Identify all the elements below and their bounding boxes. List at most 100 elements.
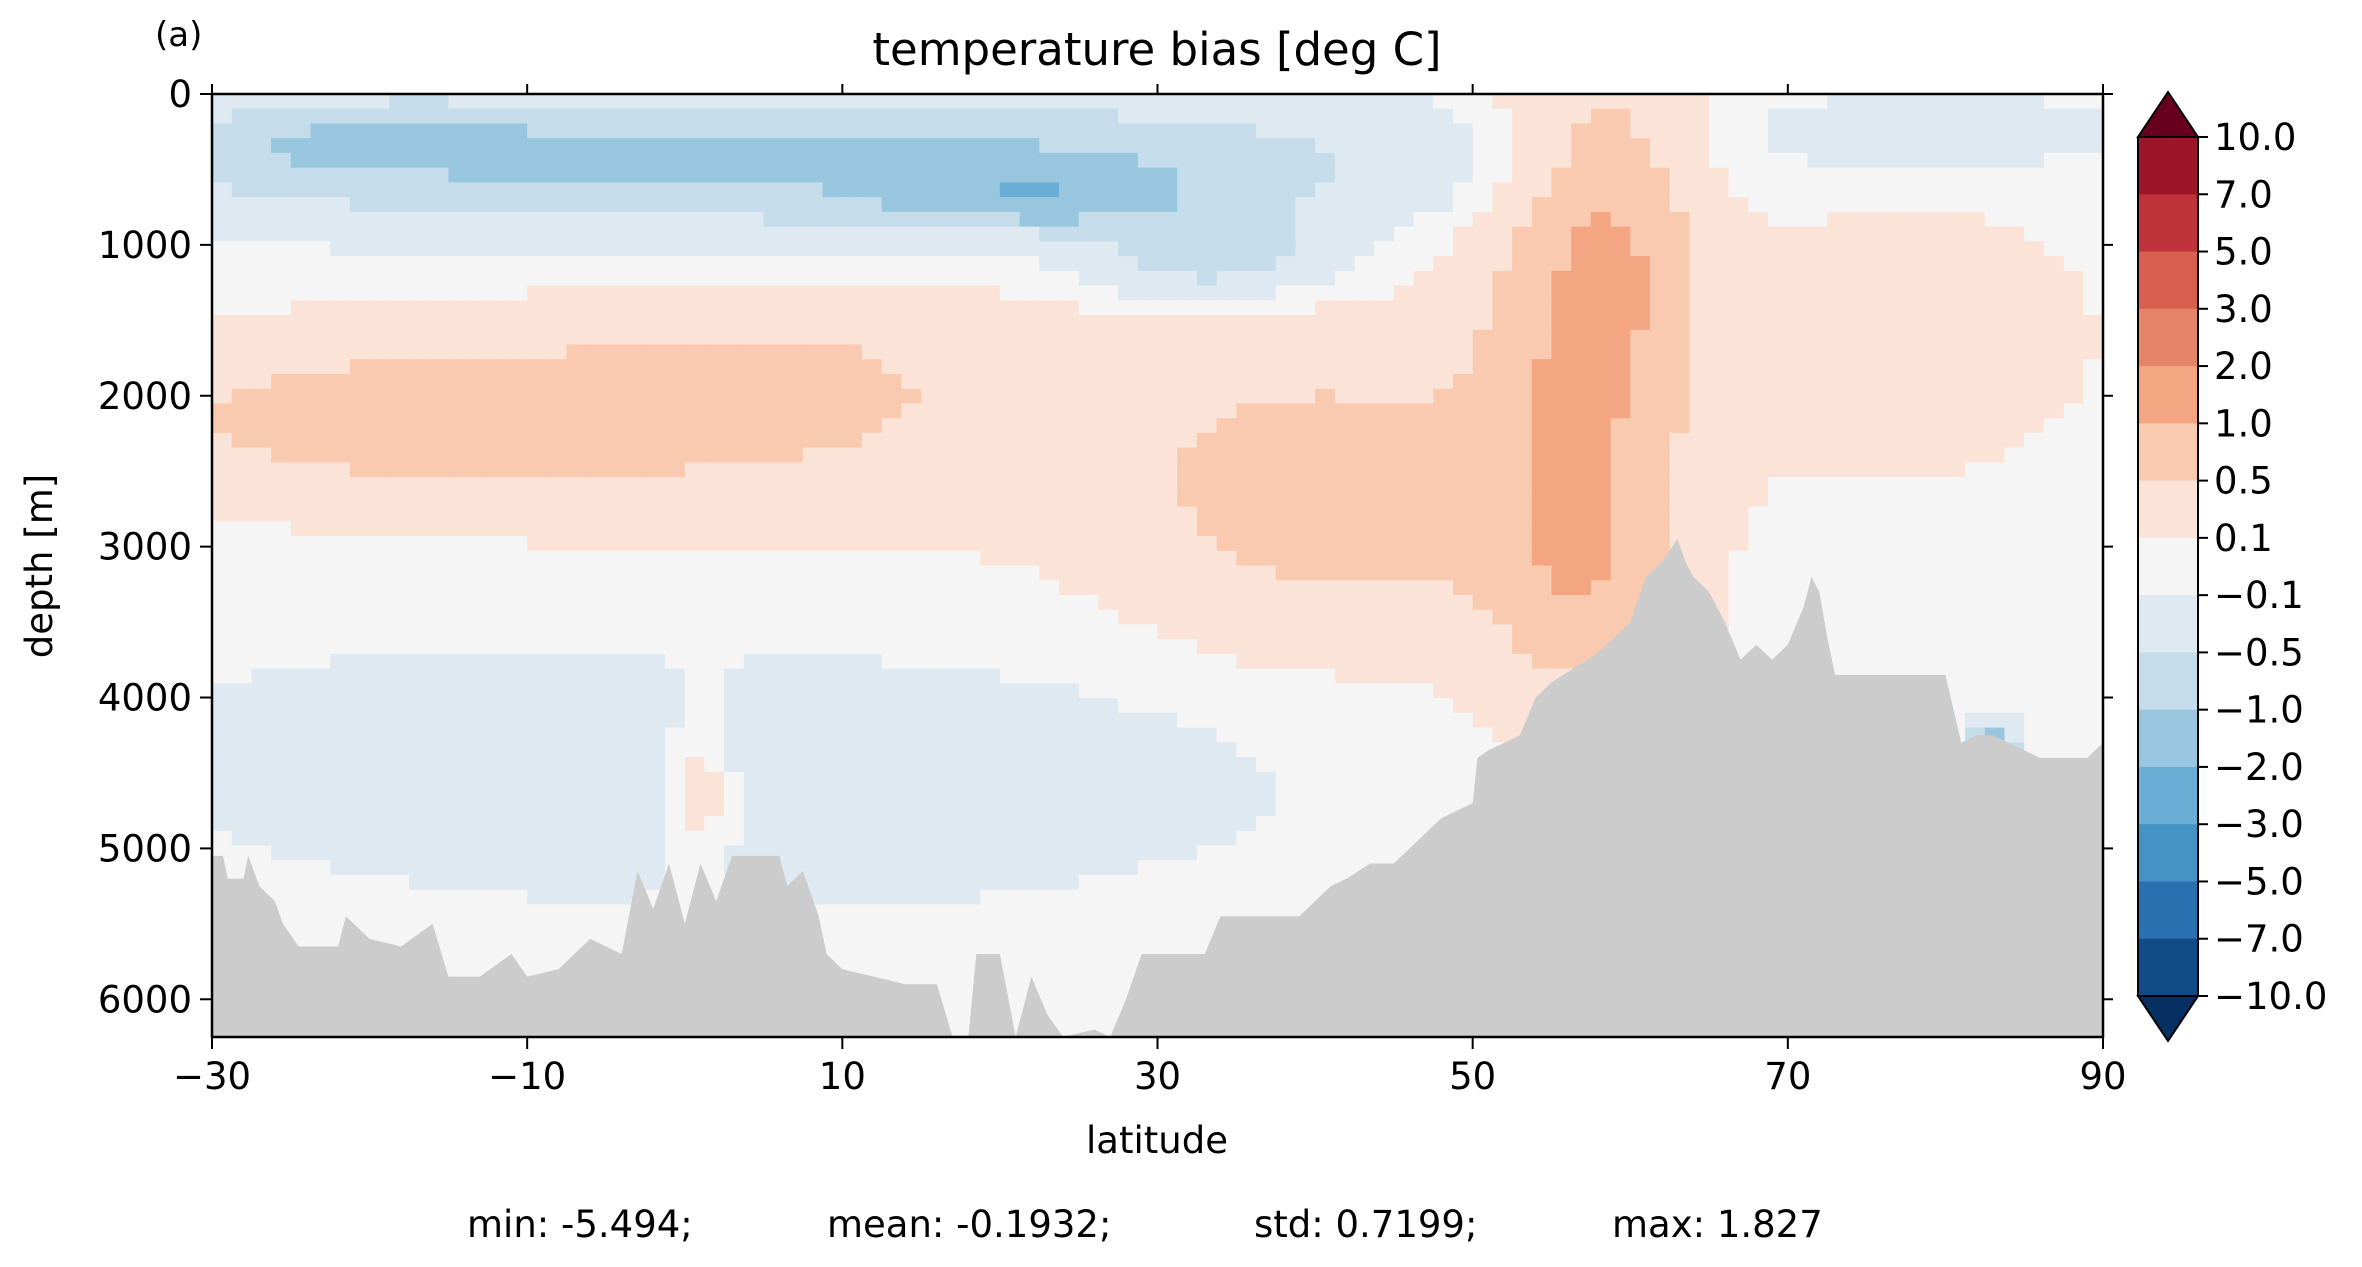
heatmap-cell — [1059, 565, 1080, 581]
heatmap-cell — [1945, 197, 1966, 213]
heatmap-cell — [2024, 182, 2045, 198]
heatmap-cell — [1846, 432, 1868, 449]
heatmap-cell — [2004, 108, 2025, 125]
heatmap-cell — [330, 683, 351, 699]
heatmap-cell — [507, 344, 528, 360]
heatmap-cell — [1019, 757, 1041, 773]
heatmap-cell — [606, 698, 627, 714]
heatmap-cell — [271, 668, 292, 685]
heatmap-cell — [2004, 609, 2025, 626]
heatmap-cell — [802, 712, 824, 729]
heatmap-cell — [901, 94, 922, 110]
heatmap-cell — [1551, 285, 1572, 301]
heatmap-cell — [1886, 197, 1907, 213]
heatmap-cell — [1571, 226, 1592, 243]
heatmap-cell — [625, 595, 647, 611]
heatmap-cell — [1846, 653, 1868, 670]
heatmap-cell — [1945, 388, 1966, 405]
heatmap-cell — [1315, 138, 1336, 154]
heatmap-cell — [921, 138, 942, 154]
heatmap-cell — [2043, 94, 2065, 110]
heatmap-cell — [507, 447, 528, 464]
heatmap-cell — [1216, 197, 1238, 213]
heatmap-cell — [1334, 403, 1356, 419]
heatmap-cell — [1177, 462, 1198, 478]
heatmap-cell — [251, 167, 272, 184]
heatmap-cell — [684, 477, 706, 493]
heatmap-cell — [862, 491, 883, 508]
heatmap-cell — [1078, 403, 1100, 419]
heatmap-cell — [862, 418, 883, 434]
heatmap-cell — [1177, 771, 1198, 788]
heatmap-cell — [1748, 211, 1769, 228]
heatmap-cell — [1709, 300, 1730, 316]
heatmap-cell — [921, 344, 942, 360]
heatmap-cell — [2043, 521, 2065, 537]
heatmap-cell — [1590, 388, 1612, 405]
heatmap-cell — [1275, 344, 1297, 360]
heatmap-cell — [1886, 506, 1907, 523]
heatmap-cell — [743, 462, 765, 478]
heatmap-cell — [1492, 108, 1513, 125]
heatmap-cell — [310, 801, 331, 817]
heatmap-cell — [822, 786, 844, 802]
heatmap-cell — [231, 432, 253, 449]
heatmap-cell — [389, 668, 410, 685]
heatmap-cell — [527, 477, 548, 493]
heatmap-cell — [1236, 108, 1257, 125]
heatmap-cell — [1531, 344, 1553, 360]
heatmap-cell — [704, 477, 725, 493]
heatmap-cell — [1334, 432, 1356, 449]
heatmap-cell — [1315, 256, 1336, 272]
heatmap-cell — [1531, 300, 1553, 316]
heatmap-cell — [645, 359, 666, 375]
heatmap-cell — [1768, 241, 1789, 257]
heatmap-cell — [507, 786, 528, 802]
heatmap-cell — [1945, 506, 1966, 523]
heatmap-cell — [1295, 816, 1316, 832]
heatmap-cell — [271, 388, 292, 405]
heatmap-cell — [960, 300, 981, 316]
heatmap-cell — [586, 491, 607, 508]
heatmap-cell — [1590, 197, 1612, 213]
heatmap-cell — [1453, 786, 1474, 802]
heatmap-cell — [980, 550, 1001, 567]
heatmap-cell — [881, 801, 903, 817]
heatmap-cell — [704, 727, 725, 744]
heatmap-cell — [330, 374, 351, 390]
heatmap-cell — [901, 712, 922, 729]
heatmap-cell — [645, 845, 666, 861]
heatmap-cell — [389, 683, 410, 699]
heatmap-cell — [940, 698, 962, 714]
heatmap-cell — [1610, 462, 1632, 478]
heatmap-cell — [704, 403, 725, 419]
heatmap-cell — [1669, 388, 1691, 405]
heatmap-cell — [1827, 241, 1848, 257]
heatmap-cell — [783, 285, 804, 301]
heatmap-cell — [1531, 403, 1553, 419]
heatmap-cell — [1236, 668, 1257, 685]
heatmap-cell — [1413, 285, 1435, 301]
heatmap-cell — [1098, 123, 1119, 139]
heatmap-cell — [704, 506, 725, 523]
heatmap-cell — [1709, 521, 1730, 537]
heatmap-cell — [1374, 300, 1395, 316]
heatmap-cell — [1256, 182, 1277, 198]
heatmap-cell — [960, 447, 981, 464]
heatmap-cell — [960, 506, 981, 523]
heatmap-cell — [1177, 152, 1198, 169]
heatmap-cell — [349, 668, 371, 685]
heatmap-cell — [330, 300, 351, 316]
heatmap-cell — [507, 521, 528, 537]
heatmap-cell — [1275, 138, 1297, 154]
heatmap-cell — [448, 123, 469, 139]
heatmap-cell — [349, 329, 371, 346]
heatmap-cell — [409, 197, 430, 213]
heatmap-cell — [783, 506, 804, 523]
heatmap-cell — [940, 491, 962, 508]
heatmap-cell — [428, 359, 450, 375]
heatmap-cell — [980, 270, 1001, 287]
heatmap-cell — [231, 580, 253, 596]
heatmap-cell — [1571, 300, 1592, 316]
heatmap-cell — [1039, 757, 1060, 773]
